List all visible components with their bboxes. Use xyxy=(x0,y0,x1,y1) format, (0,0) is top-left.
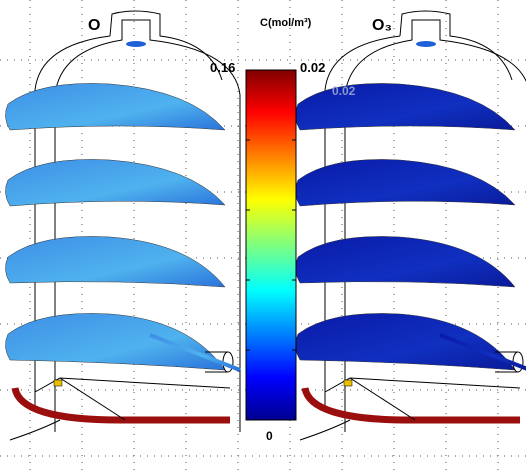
vessel xyxy=(295,11,526,440)
baffle xyxy=(5,83,225,130)
nozzle xyxy=(126,41,146,47)
colorbar xyxy=(246,70,296,420)
colorbar-max-left: 0.16 xyxy=(210,60,235,75)
figure: C(mol/m³) 0.16 0.02 0.02 0 O O₃ xyxy=(0,0,526,472)
baffle xyxy=(5,236,225,287)
vessel-outline xyxy=(55,20,240,432)
colorbar-max-right: 0.02 xyxy=(300,60,325,75)
colorbar-title: C(mol/m³) xyxy=(260,17,312,29)
panel-label: O xyxy=(88,17,100,34)
distributor-inlet xyxy=(344,380,352,386)
colorbar-min: 0 xyxy=(266,429,273,443)
panel-label: O₃ xyxy=(372,17,392,34)
baffle xyxy=(295,83,515,130)
distributor xyxy=(305,388,520,420)
baffle xyxy=(295,236,515,287)
vessel-outline xyxy=(345,20,526,432)
vessel xyxy=(5,11,240,440)
distributor-inlet xyxy=(54,380,62,386)
nozzle xyxy=(416,41,436,47)
baffle xyxy=(295,159,515,206)
colorbar-inner-label: 0.02 xyxy=(332,84,356,98)
baffle xyxy=(5,159,225,206)
baffle xyxy=(295,313,515,370)
baffle xyxy=(5,313,225,370)
distributor xyxy=(15,388,230,420)
